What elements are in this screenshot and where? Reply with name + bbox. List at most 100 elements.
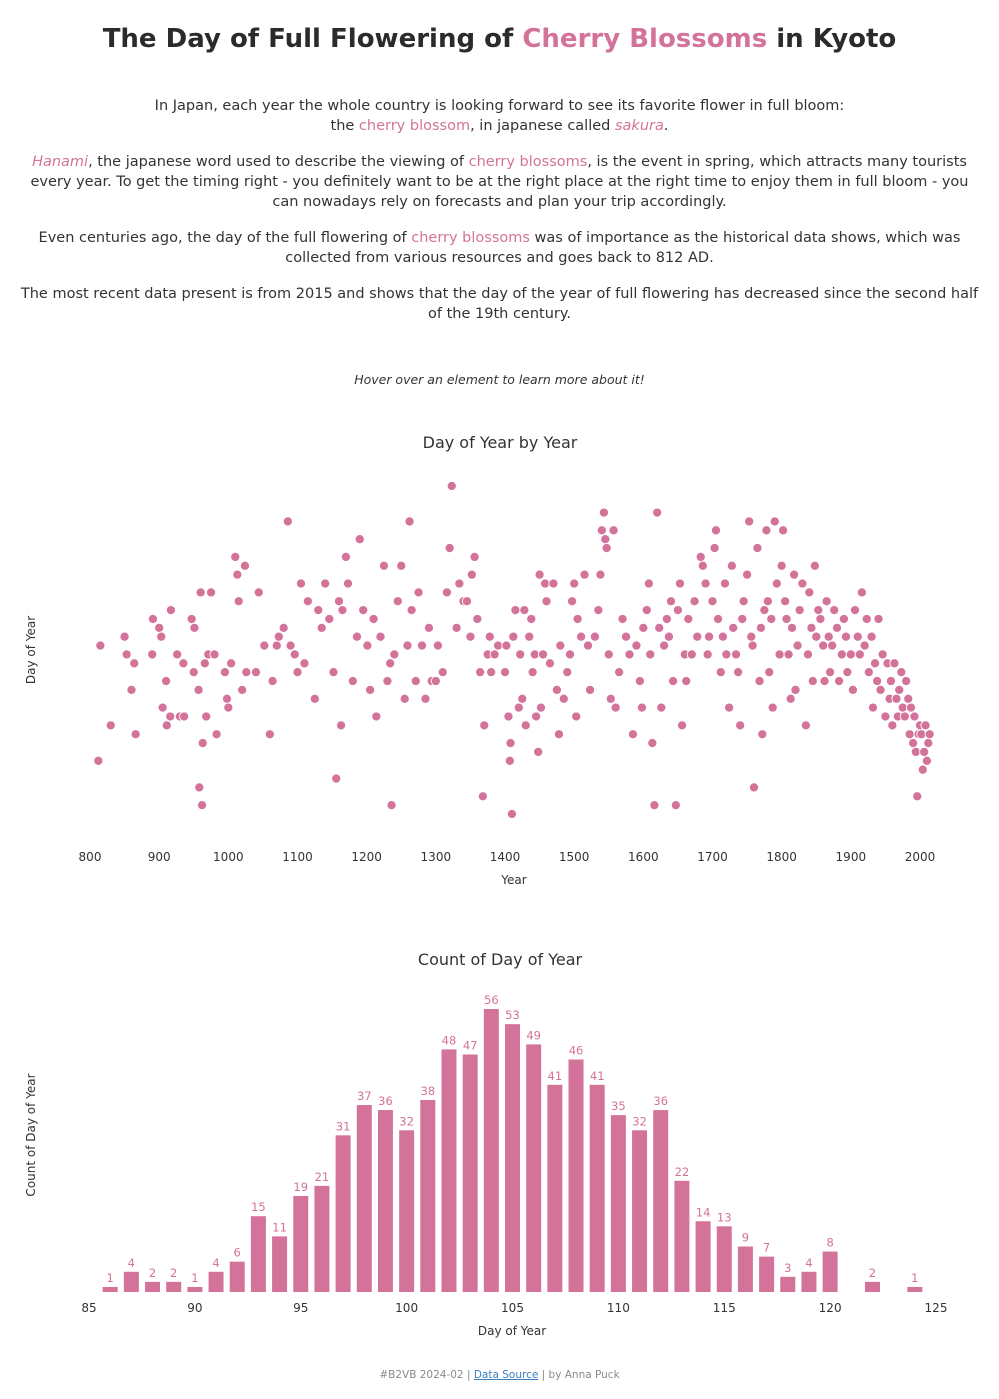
bar[interactable]	[737, 1246, 753, 1292]
scatter-point[interactable]	[347, 675, 358, 687]
scatter-point[interactable]	[537, 649, 549, 660]
scatter-point[interactable]	[378, 560, 390, 571]
scatter-point[interactable]	[620, 631, 632, 642]
scatter-point[interactable]	[677, 720, 688, 731]
scatter-point[interactable]	[475, 667, 486, 678]
bar[interactable]	[759, 1256, 775, 1292]
scatter-point[interactable]	[789, 569, 800, 580]
bar[interactable]	[780, 1276, 796, 1292]
scatter-point[interactable]	[873, 613, 884, 625]
scatter-point[interactable]	[596, 525, 607, 536]
scatter-point[interactable]	[368, 613, 379, 625]
scatter-point[interactable]	[681, 675, 692, 687]
scatter-point[interactable]	[861, 613, 872, 625]
bar[interactable]	[547, 1084, 563, 1292]
scatter-point[interactable]	[747, 640, 758, 651]
scatter-point[interactable]	[894, 684, 905, 695]
scatter-point[interactable]	[809, 560, 820, 571]
bar[interactable]	[272, 1236, 288, 1292]
scatter-point[interactable]	[396, 560, 407, 571]
scatter-point[interactable]	[854, 649, 865, 660]
scatter-point[interactable]	[250, 667, 262, 678]
scatter-point[interactable]	[819, 675, 830, 687]
scatter-point[interactable]	[444, 543, 455, 554]
scatter-point[interactable]	[845, 649, 856, 660]
scatter-point[interactable]	[253, 587, 264, 598]
scatter-point[interactable]	[710, 525, 722, 536]
scatter-point[interactable]	[544, 658, 556, 669]
scatter-point[interactable]	[499, 667, 511, 678]
scatter-point[interactable]	[582, 640, 594, 651]
scatter-point[interactable]	[328, 667, 339, 678]
scatter-point[interactable]	[733, 667, 744, 678]
scatter-point[interactable]	[815, 613, 826, 625]
scatter-point[interactable]	[785, 693, 796, 704]
scatter-point[interactable]	[454, 578, 465, 589]
scatter-point[interactable]	[508, 631, 519, 642]
scatter-point[interactable]	[472, 613, 483, 625]
scatter-point[interactable]	[601, 543, 612, 554]
scatter-point[interactable]	[643, 578, 654, 589]
scatter-point[interactable]	[766, 613, 777, 625]
scatter-point[interactable]	[239, 560, 250, 571]
scatter-point[interactable]	[875, 684, 886, 695]
scatter-point[interactable]	[654, 622, 665, 633]
scatter-point[interactable]	[856, 587, 867, 598]
scatter-point[interactable]	[154, 622, 165, 633]
scatter-point[interactable]	[126, 684, 137, 695]
scatter-point[interactable]	[337, 605, 348, 616]
bar[interactable]	[250, 1216, 266, 1292]
scatter-point[interactable]	[558, 693, 569, 704]
scatter-point[interactable]	[759, 605, 770, 616]
scatter-point[interactable]	[649, 800, 660, 811]
scatter-point[interactable]	[186, 613, 197, 625]
scatter-point[interactable]	[842, 667, 853, 678]
scatter-point[interactable]	[493, 640, 504, 651]
scatter-point[interactable]	[197, 738, 208, 749]
bar[interactable]	[293, 1195, 309, 1292]
scatter-point[interactable]	[924, 729, 935, 740]
scatter-point[interactable]	[389, 649, 400, 660]
scatter-point[interactable]	[223, 702, 234, 713]
scatter-point[interactable]	[778, 525, 789, 536]
scatter-point[interactable]	[226, 658, 237, 669]
scatter-point[interactable]	[555, 640, 566, 651]
scatter-point[interactable]	[562, 667, 573, 678]
scatter-point[interactable]	[752, 543, 763, 554]
scatter-point[interactable]	[811, 631, 822, 642]
scatter-point[interactable]	[324, 613, 335, 625]
bar[interactable]	[102, 1286, 118, 1292]
scatter-point[interactable]	[505, 738, 516, 749]
scatter-point[interactable]	[847, 684, 858, 695]
scatter-point[interactable]	[309, 693, 320, 704]
scatter-point[interactable]	[119, 631, 130, 642]
scatter-point[interactable]	[769, 516, 780, 527]
scatter-point[interactable]	[489, 649, 500, 660]
scatter-point[interactable]	[320, 578, 331, 589]
scatter-point[interactable]	[840, 631, 852, 642]
scatter-point[interactable]	[683, 613, 694, 625]
scatter-point[interactable]	[519, 605, 530, 616]
scatter-point[interactable]	[692, 631, 703, 642]
scatter-point[interactable]	[903, 693, 914, 704]
scatter-point[interactable]	[382, 675, 393, 687]
scatter-point[interactable]	[517, 693, 528, 704]
bar[interactable]	[441, 1049, 457, 1292]
scatter-point[interactable]	[585, 684, 596, 695]
scatter-point[interactable]	[668, 675, 679, 687]
scatter-point[interactable]	[703, 631, 715, 642]
scatter-point[interactable]	[818, 640, 829, 651]
scatter-point[interactable]	[416, 640, 428, 651]
scatter-point[interactable]	[392, 596, 403, 607]
scatter-point[interactable]	[659, 640, 670, 651]
scatter-point[interactable]	[737, 613, 748, 625]
scatter-point[interactable]	[292, 667, 303, 678]
scatter-point[interactable]	[469, 551, 480, 562]
scatter-point[interactable]	[569, 578, 580, 589]
scatter-point[interactable]	[589, 631, 600, 642]
bar[interactable]	[166, 1281, 182, 1292]
scatter-point[interactable]	[501, 640, 512, 651]
scatter-point[interactable]	[331, 773, 342, 784]
scatter-point[interactable]	[724, 702, 735, 713]
scatter-point[interactable]	[336, 720, 347, 731]
